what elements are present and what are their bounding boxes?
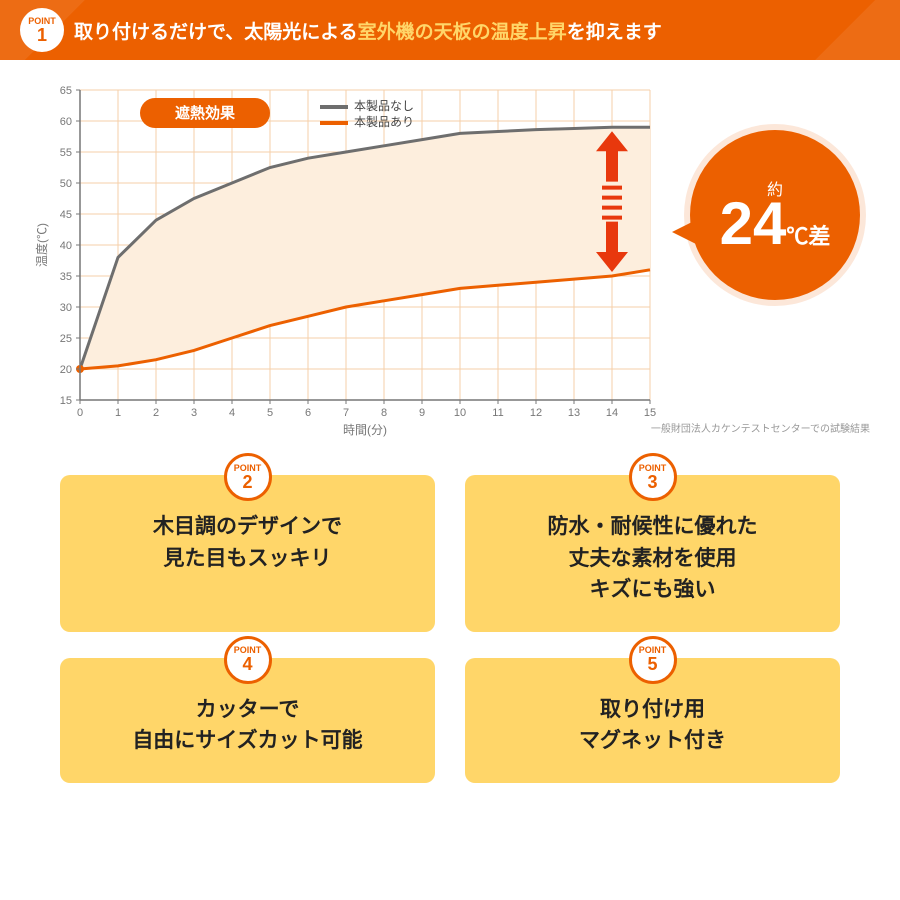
svg-text:40: 40 bbox=[60, 240, 72, 252]
point-circle-4: POINT4 bbox=[224, 636, 272, 684]
svg-text:15: 15 bbox=[60, 395, 72, 407]
point-text-2: 木目調のデザインで見た目もスッキリ bbox=[80, 511, 415, 574]
svg-text:11: 11 bbox=[492, 407, 503, 419]
svg-text:12: 12 bbox=[530, 407, 542, 419]
svg-text:10: 10 bbox=[454, 407, 466, 419]
point-1-badge: POINT 1 bbox=[20, 8, 64, 52]
header-banner: POINT 1 取り付けるだけで、太陽光による室外機の天板の温度上昇を抑えます bbox=[0, 0, 900, 60]
svg-text:20: 20 bbox=[60, 364, 72, 376]
svg-text:7: 7 bbox=[343, 407, 349, 419]
point-card-4: POINT4カッターで自由にサイズカット可能 bbox=[60, 658, 435, 783]
svg-text:45: 45 bbox=[60, 209, 72, 221]
svg-text:9: 9 bbox=[419, 407, 425, 419]
svg-text:50: 50 bbox=[60, 178, 72, 190]
chart-section: 1520253035404550556065012345678910111213… bbox=[0, 60, 900, 450]
point-text-3: 防水・耐候性に優れた丈夫な素材を使用キズにも強い bbox=[485, 511, 820, 606]
svg-text:0: 0 bbox=[77, 407, 83, 419]
point-number: 1 bbox=[37, 26, 47, 44]
point-circle-2: POINT2 bbox=[224, 453, 272, 501]
point-card-2: POINT2木目調のデザインで見た目もスッキリ bbox=[60, 475, 435, 632]
svg-text:時間(分): 時間(分) bbox=[343, 423, 387, 437]
header-text: 取り付けるだけで、太陽光による室外機の天板の温度上昇を抑えます bbox=[74, 17, 662, 44]
svg-text:25: 25 bbox=[60, 333, 72, 345]
svg-text:14: 14 bbox=[606, 407, 618, 419]
svg-text:15: 15 bbox=[644, 407, 656, 419]
point-card-5: POINT5取り付け用マグネット付き bbox=[465, 658, 840, 783]
svg-text:8: 8 bbox=[381, 407, 387, 419]
points-grid: POINT2木目調のデザインで見た目もスッキリPOINT3防水・耐候性に優れた丈… bbox=[0, 465, 900, 823]
point-circle-5: POINT5 bbox=[629, 636, 677, 684]
svg-text:4: 4 bbox=[229, 407, 235, 419]
svg-text:6: 6 bbox=[305, 407, 311, 419]
svg-text:65: 65 bbox=[60, 85, 72, 97]
svg-text:本製品あり: 本製品あり bbox=[354, 115, 414, 129]
svg-text:5: 5 bbox=[267, 407, 273, 419]
svg-text:55: 55 bbox=[60, 147, 72, 159]
svg-text:3: 3 bbox=[191, 407, 197, 419]
svg-text:本製品なし: 本製品なし bbox=[354, 99, 414, 113]
svg-text:2: 2 bbox=[153, 407, 159, 419]
svg-text:30: 30 bbox=[60, 302, 72, 314]
callout-unit: ℃差 bbox=[786, 219, 830, 251]
point-circle-3: POINT3 bbox=[629, 453, 677, 501]
svg-text:遮熱効果: 遮熱効果 bbox=[175, 104, 236, 122]
difference-callout: 約 24 ℃差 bbox=[690, 130, 860, 300]
svg-text:13: 13 bbox=[568, 407, 580, 419]
point-text-4: カッターで自由にサイズカット可能 bbox=[80, 694, 415, 757]
callout-number: 24 bbox=[720, 194, 787, 254]
svg-text:温度(℃): 温度(℃) bbox=[34, 223, 49, 267]
temperature-chart: 1520253035404550556065012345678910111213… bbox=[30, 80, 670, 440]
svg-text:35: 35 bbox=[60, 271, 72, 283]
point-card-3: POINT3防水・耐候性に優れた丈夫な素材を使用キズにも強い bbox=[465, 475, 840, 632]
svg-text:1: 1 bbox=[115, 407, 121, 419]
callout-tail bbox=[672, 220, 696, 244]
point-text-5: 取り付け用マグネット付き bbox=[485, 694, 820, 757]
svg-text:60: 60 bbox=[60, 116, 72, 128]
